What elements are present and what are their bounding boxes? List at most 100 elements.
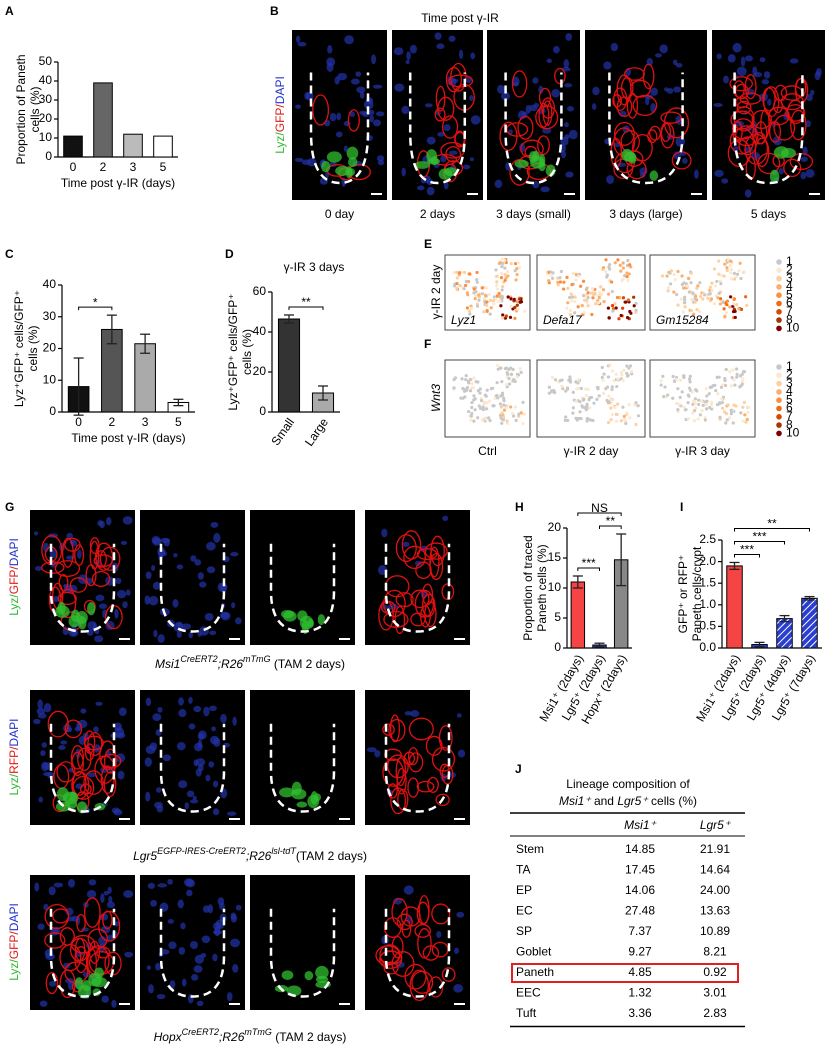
tsne-cell — [522, 412, 526, 416]
tsne-cell — [625, 371, 629, 376]
nucleus — [150, 899, 158, 907]
nucleus — [42, 542, 50, 553]
tsne-cell — [576, 377, 581, 382]
tsne-cell — [512, 297, 517, 301]
table-cell: 3.01 — [703, 986, 727, 1000]
tsne-cell — [630, 372, 634, 376]
tsne-cell — [732, 271, 736, 275]
membrane — [647, 129, 658, 144]
membrane — [626, 92, 639, 119]
nucleus — [752, 66, 758, 76]
nucleus — [190, 555, 197, 562]
tsne-cell — [472, 376, 476, 380]
tsne-cell — [606, 375, 611, 379]
tsne-cell — [585, 416, 589, 421]
tsne-cell — [621, 306, 625, 310]
nucleus — [144, 757, 152, 767]
tsne-cell — [719, 282, 723, 286]
tsne-cell — [665, 274, 669, 278]
tsne-cell — [704, 407, 709, 411]
tsne-cell — [612, 379, 616, 383]
nucleus — [176, 741, 186, 751]
membrane — [56, 761, 76, 783]
x-tick-label: 2 — [109, 415, 116, 429]
nucleus — [167, 919, 174, 924]
tsne-cell — [701, 403, 705, 407]
legend-swatch — [776, 372, 782, 379]
tsne-cell — [676, 303, 680, 307]
significance-label: *** — [740, 543, 754, 557]
membrane — [312, 94, 330, 126]
column-header: Lgr5⁺ — [700, 818, 732, 832]
bar — [134, 343, 156, 413]
tsne-cell — [636, 404, 640, 408]
tsne-cell — [713, 383, 717, 387]
tsne-cell — [716, 392, 720, 396]
panel-letter: A — [5, 4, 14, 18]
y-axis-label: cells (%) — [28, 86, 42, 132]
tsne-cell — [517, 412, 521, 416]
stain-part: DAPI — [7, 719, 21, 747]
nucleus — [122, 516, 133, 525]
membrane — [396, 913, 413, 931]
stain-label: Lyz/GFP/DAPI — [7, 538, 21, 616]
tsne-cell — [728, 369, 732, 374]
row-label: SP — [516, 924, 532, 938]
nucleus — [95, 594, 105, 602]
nucleus — [204, 613, 214, 621]
nucleus — [95, 701, 103, 706]
membrane — [499, 121, 518, 151]
nucleus — [124, 951, 134, 958]
error-bar — [572, 575, 583, 589]
crypt-outline — [608, 72, 684, 185]
error-bar — [106, 314, 117, 345]
nucleus — [443, 181, 449, 190]
nucleus — [88, 879, 97, 886]
nucleus — [416, 185, 425, 191]
membrane — [425, 735, 443, 756]
tsne-cell — [682, 301, 687, 305]
nucleus — [206, 541, 216, 551]
legend-label: 7 — [786, 409, 793, 423]
membrane — [404, 963, 427, 990]
tsne-cell — [610, 412, 615, 417]
nucleus — [107, 886, 112, 894]
tsne-cell — [500, 285, 505, 289]
membrane — [754, 137, 770, 168]
nucleus — [789, 58, 799, 64]
tsne-cell — [513, 316, 517, 320]
nucleus — [450, 78, 459, 83]
tsne-cell — [701, 291, 705, 295]
tsne-cell — [626, 279, 630, 283]
tsne-cell — [732, 378, 736, 382]
tsne-cell — [676, 387, 680, 391]
membrane — [744, 74, 757, 100]
nucleus — [209, 630, 217, 636]
x-tick-label: 5 — [175, 415, 182, 429]
tsne-cell — [610, 304, 615, 308]
nucleus — [145, 697, 152, 707]
tsne-cell — [506, 269, 510, 274]
legend-swatch — [776, 259, 782, 265]
membrane — [388, 718, 406, 742]
nucleus — [38, 796, 43, 803]
tsne-cell — [459, 396, 463, 400]
tsne-cell — [720, 401, 724, 405]
significance-label: ** — [606, 514, 616, 528]
tsne-cell — [718, 297, 723, 301]
tsne-cell — [623, 274, 627, 278]
tsne-cell — [634, 308, 638, 312]
tsne-cell — [503, 266, 507, 270]
tsne-cell — [584, 387, 588, 391]
tsne-cell — [477, 404, 481, 408]
membrane — [395, 534, 417, 563]
nucleus — [62, 626, 70, 636]
tsne-cell — [571, 271, 575, 275]
nucleus — [37, 699, 43, 710]
tsne-cell — [482, 296, 486, 301]
tsne-cell — [600, 292, 604, 296]
nucleus — [443, 124, 451, 132]
nucleus — [151, 564, 156, 571]
nucleus — [205, 774, 211, 782]
membrane — [47, 710, 69, 738]
